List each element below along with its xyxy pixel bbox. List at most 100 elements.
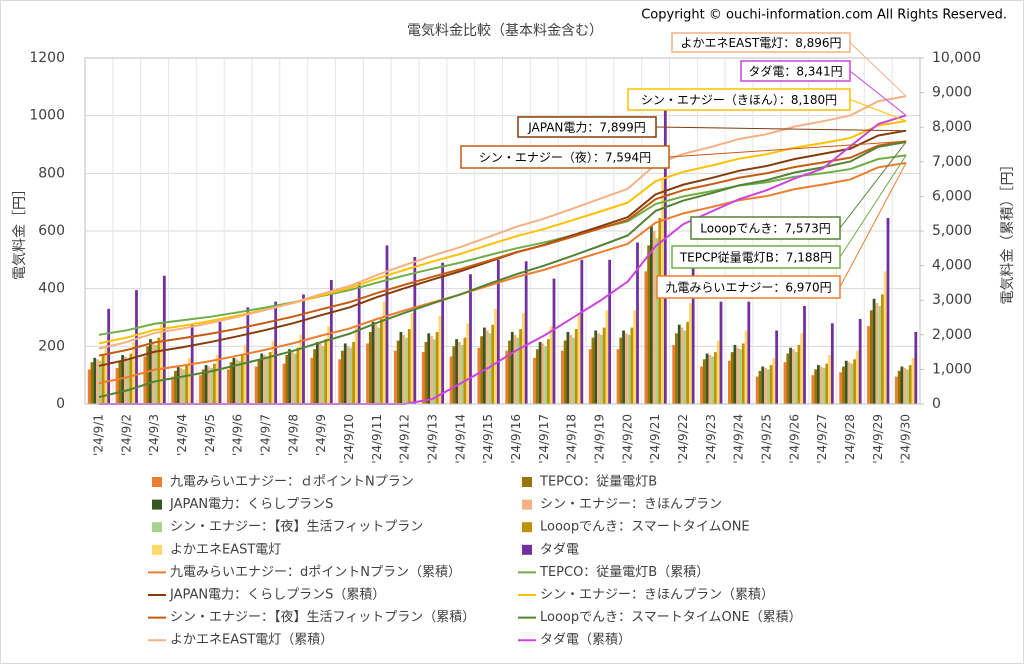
bar <box>577 313 581 404</box>
x-tick-label: '24/9/24 <box>732 414 746 464</box>
bar <box>377 327 381 404</box>
x-tick-label: '24/9/1 <box>91 414 105 456</box>
bar <box>875 303 879 404</box>
legend-swatch <box>522 522 532 533</box>
bar <box>736 347 740 404</box>
bar <box>129 353 133 404</box>
bar <box>123 356 127 404</box>
bar <box>881 294 884 404</box>
bar <box>282 363 286 404</box>
copyright: Copyright © ouchi-information.com All Ri… <box>641 8 1007 23</box>
y2-tick-label: 3,000 <box>932 292 972 308</box>
bar <box>733 344 737 404</box>
legend-label: シン・エナジー：きほんプラン（累積） <box>540 588 774 603</box>
bar <box>844 360 848 404</box>
bar <box>853 359 856 404</box>
bar <box>435 331 439 404</box>
bar <box>118 360 122 404</box>
x-tick-label: '24/9/17 <box>537 414 551 464</box>
bar <box>396 340 400 404</box>
bar <box>488 333 492 404</box>
bar <box>906 369 909 404</box>
bar <box>842 366 845 404</box>
bar <box>547 339 550 404</box>
bar <box>716 340 720 404</box>
bar <box>179 367 183 404</box>
bar <box>327 326 330 404</box>
bar <box>786 353 790 404</box>
bar <box>730 352 734 404</box>
bar <box>480 336 484 404</box>
callout-text: シン・エナジー（きほん）：8,180円 <box>641 93 837 107</box>
bar <box>126 359 130 404</box>
x-tick-label: '24/9/28 <box>843 414 857 464</box>
legend-label: TEPCO：従量電灯B <box>539 475 657 490</box>
bar <box>519 329 522 404</box>
callout-connector <box>655 126 907 132</box>
bar <box>265 356 269 404</box>
bar <box>714 352 717 404</box>
bar <box>686 321 689 404</box>
callout-text: TEPCP従量電灯B：7,188円 <box>679 251 832 265</box>
bar <box>93 357 97 404</box>
bar <box>858 318 862 404</box>
bar <box>883 271 887 404</box>
bar <box>157 337 161 404</box>
bar <box>549 326 553 404</box>
bar <box>171 376 175 404</box>
bar <box>187 357 191 404</box>
callout-box <box>740 60 851 82</box>
bar <box>872 298 876 404</box>
legend-label: よかエネEAST電灯（累積） <box>170 633 333 648</box>
legend-label: シン・エナジー：【夜】生活フィットプラン <box>170 520 423 535</box>
bar <box>207 366 211 404</box>
bar <box>505 350 509 404</box>
bar <box>146 346 150 404</box>
bar <box>463 337 467 404</box>
bar <box>616 349 620 404</box>
bar <box>822 367 826 404</box>
bar <box>115 367 119 404</box>
bar <box>380 318 383 404</box>
bar <box>538 342 542 404</box>
x-tick-label: '24/9/25 <box>759 414 773 464</box>
bar <box>516 337 520 404</box>
bar <box>647 245 651 404</box>
bar <box>371 321 375 404</box>
legend-label: タダ電（累積） <box>540 633 631 648</box>
callout-connector <box>849 70 907 116</box>
bar <box>243 344 247 404</box>
bar <box>246 307 250 404</box>
bar <box>382 301 386 404</box>
bar <box>819 366 823 404</box>
bar <box>101 354 105 404</box>
bar <box>683 330 687 404</box>
legend-label: TEPCO：従量電灯B（累積） <box>539 565 709 580</box>
legend-label: シン・エナジー：きほんプラン <box>540 497 722 512</box>
bar <box>839 372 843 404</box>
callout-box <box>690 216 841 240</box>
bar <box>354 327 358 404</box>
bar <box>652 231 656 404</box>
bar <box>766 369 770 404</box>
legend-swatch <box>522 477 532 487</box>
y2-tick-label: 9,000 <box>932 85 972 101</box>
bar <box>825 363 829 404</box>
x-tick-label: '24/9/29 <box>871 414 885 464</box>
bar <box>580 259 584 404</box>
callout-box <box>627 88 851 111</box>
x-tick-label: '24/9/12 <box>398 414 412 464</box>
bar <box>349 347 353 404</box>
bar <box>800 333 804 404</box>
x-tick-label: '24/9/30 <box>899 414 913 464</box>
bar <box>321 346 325 404</box>
x-tick-label: '24/9/4 <box>175 414 189 456</box>
bar <box>524 261 528 404</box>
bar <box>338 359 342 404</box>
bar <box>407 329 411 404</box>
bar <box>218 321 222 404</box>
y2-tick-label: 0 <box>932 396 941 412</box>
bar <box>521 313 525 404</box>
bar <box>162 275 166 404</box>
